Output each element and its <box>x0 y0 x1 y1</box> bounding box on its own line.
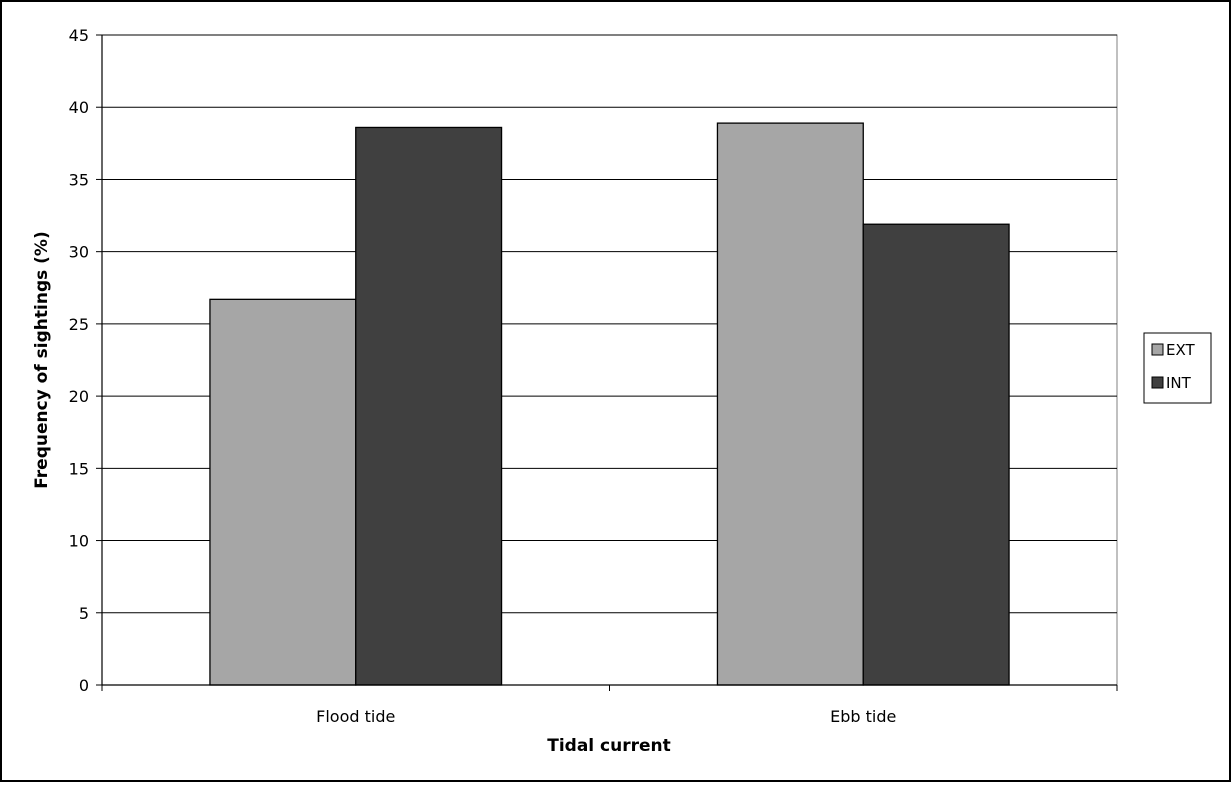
legend-swatch-ext <box>1151 343 1164 356</box>
y-tick-label-15: 15 <box>69 459 89 478</box>
bars <box>209 122 1010 686</box>
y-tick-label-45: 45 <box>69 26 89 45</box>
x-tick-label-0: Flood tide <box>316 707 395 726</box>
legend-label-int: INT <box>1166 374 1192 392</box>
legend-label-ext: EXT <box>1166 341 1195 359</box>
y-tick-label-35: 35 <box>69 170 89 189</box>
bar-ext-flood-tide <box>209 298 357 686</box>
bar-int-ebb-tide <box>862 223 1010 686</box>
bar-int-flood-tide <box>355 126 503 686</box>
y-tick-labels: 0 5 10 15 20 25 30 35 40 45 <box>69 26 89 695</box>
y-tick-label-25: 25 <box>69 315 89 334</box>
legend-box <box>1143 332 1212 404</box>
y-tick-label-30: 30 <box>69 243 89 262</box>
bar-ext-ebb-tide <box>716 122 864 686</box>
legend: EXT INT <box>1143 332 1212 404</box>
y-tick-label-10: 10 <box>69 532 89 551</box>
x-tick-labels: Flood tide Ebb tide <box>316 707 896 726</box>
y-axis-label: Frequency of sightings (%) <box>32 231 52 488</box>
x-axis-label: Tidal current <box>547 736 671 756</box>
y-tick-label-40: 40 <box>69 98 89 117</box>
legend-swatch-int <box>1151 376 1164 389</box>
y-tick-label-20: 20 <box>69 387 89 406</box>
y-tick-label-5: 5 <box>79 604 89 623</box>
y-tick-label-0: 0 <box>79 676 89 695</box>
x-tick-label-1: Ebb tide <box>830 707 896 726</box>
axes <box>96 34 1118 691</box>
